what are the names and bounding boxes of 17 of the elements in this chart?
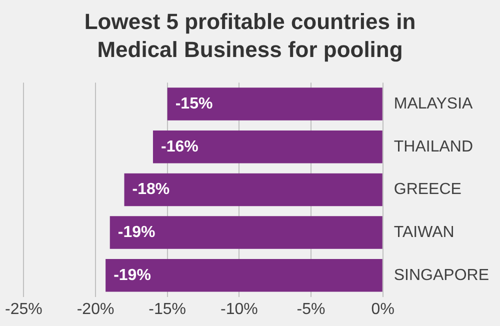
x-tick-label: -15% <box>148 300 186 318</box>
data-label: -15% <box>175 95 213 112</box>
data-label: -19% <box>118 224 156 241</box>
data-label: -18% <box>132 181 170 198</box>
y-tick-label: GREECE <box>394 181 462 198</box>
y-tick-label: THAILAND <box>394 138 473 156</box>
y-tick-label: TAIWAN <box>394 224 454 241</box>
data-label: -16% <box>160 138 198 156</box>
y-tick-label: SINGAPORE <box>394 266 490 284</box>
x-tick-label: 0% <box>371 300 394 318</box>
x-tick-label: -25% <box>4 300 42 318</box>
chart-title: Lowest 5 profitable countries in Medical Business for pooling <box>83 8 417 64</box>
x-tick-label: -10% <box>220 300 258 318</box>
data-label: -19% <box>114 266 151 284</box>
x-tick-label: -20% <box>76 300 114 318</box>
y-tick-label: MALAYSIA <box>394 95 474 112</box>
x-tick-label: -5% <box>296 300 326 318</box>
